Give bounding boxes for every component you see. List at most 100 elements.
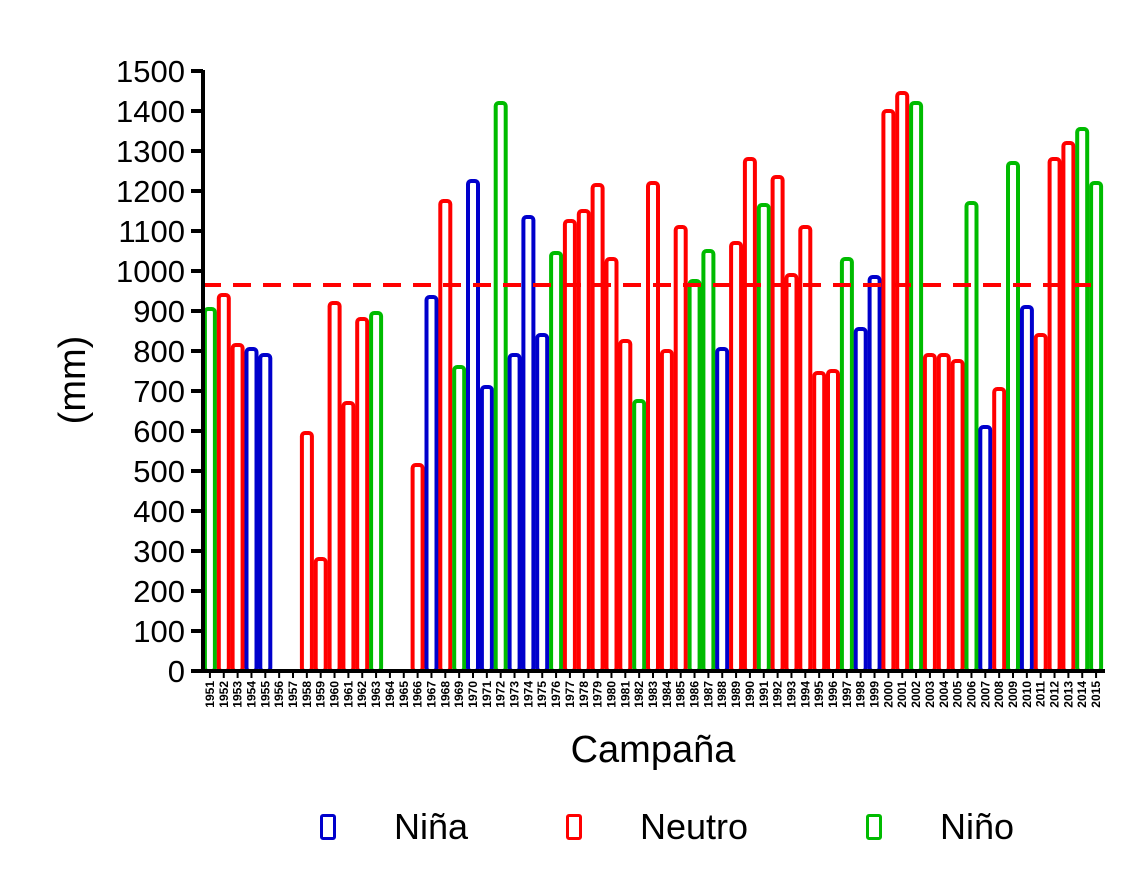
bar-2008 (992, 387, 1007, 673)
bar-1962 (355, 317, 370, 673)
x-tick-label: 1957 (286, 681, 300, 708)
bar-1998 (853, 327, 868, 673)
bar-1984 (659, 349, 674, 673)
x-tick-label: 1989 (729, 681, 743, 708)
bars-layer (202, 91, 1104, 673)
x-tick-label: 1997 (840, 681, 854, 708)
x-tick-label: 1973 (508, 681, 522, 708)
x-tick-label: 1969 (452, 681, 466, 708)
bar-1987 (701, 249, 716, 673)
x-tick-label: 1977 (563, 681, 577, 708)
bar-1963 (369, 311, 384, 673)
x-tick-label: 1967 (425, 681, 439, 708)
x-tick-label: 2004 (937, 681, 951, 708)
y-tick-label: 1200 (116, 174, 185, 209)
x-tick-label: 1954 (245, 681, 259, 708)
bar-1983 (646, 181, 660, 673)
legend-item-nino: Niño (866, 806, 1014, 848)
legend-item-neutro: Neutro (566, 806, 748, 848)
bar-1977 (562, 219, 577, 673)
bar-1999 (867, 275, 882, 673)
x-tick-label: 2000 (881, 681, 895, 708)
legend-item-nina: Niña (320, 806, 468, 848)
legend-label-neutro: Neutro (640, 806, 749, 847)
x-tick-label: 1951 (203, 681, 217, 708)
bar-1978 (576, 209, 591, 673)
x-tick-label: 1971 (480, 681, 494, 708)
bar-1976 (549, 251, 564, 673)
bar-1986 (687, 279, 702, 673)
bar-1969 (452, 365, 467, 673)
bar-1954 (244, 347, 259, 673)
bar-1996 (826, 369, 840, 673)
bar-2012 (1047, 157, 1062, 673)
bar-2011 (1033, 333, 1048, 673)
x-tick-label: 1994 (798, 681, 812, 708)
bar-1958 (299, 431, 314, 673)
bar-2002 (909, 101, 924, 673)
bar-1985 (673, 225, 688, 673)
x-tick-label: 1975 (535, 681, 549, 708)
x-tick-label: 1991 (757, 681, 771, 708)
axes-layer (201, 70, 1105, 673)
y-tick-label: 400 (133, 494, 185, 529)
bar-2013 (1061, 141, 1076, 673)
y-tick-label: 100 (133, 614, 185, 649)
bar-1979 (590, 183, 605, 673)
y-tick-label: 1400 (116, 94, 185, 129)
bar-1966 (410, 463, 425, 673)
bar-1953 (230, 343, 245, 673)
x-tick-label: 2010 (1020, 681, 1034, 708)
x-ticks-layer: 1951 1952 1953 1954 1955 1956 1957 1958 1959 1960… (203, 671, 1103, 708)
bar-1988 (715, 347, 730, 673)
bar-1961 (341, 401, 356, 673)
legend-label-nino: Niño (940, 806, 1015, 847)
bar-1993 (784, 273, 799, 673)
x-tick-label: 2012 (1048, 681, 1062, 708)
bar-1955 (258, 353, 273, 673)
y-tick-label: 1500 (116, 54, 185, 89)
x-tick-label: 1986 (688, 681, 702, 708)
x-tick-label: 1972 (494, 681, 508, 708)
x-tick-label: 2005 (951, 681, 965, 708)
x-tick-label: 1982 (632, 681, 646, 708)
bar-1967 (424, 295, 439, 673)
bar-2006 (964, 201, 979, 673)
x-tick-label: 1999 (868, 681, 882, 708)
x-tick-label: 1961 (341, 681, 355, 708)
y-tick-label: 600 (133, 414, 185, 449)
bar-2003 (922, 353, 937, 673)
bar-1981 (618, 339, 633, 673)
bar-2010 (1019, 305, 1034, 673)
x-tick-label: 1956 (272, 681, 286, 708)
x-tick-label: 1952 (217, 681, 231, 708)
x-tick-label: 1996 (826, 681, 840, 708)
x-axis-label: Campaña (571, 729, 737, 771)
x-tick-label: 1965 (397, 681, 411, 708)
y-ticks-layer: 0 100 200 300 400 500 600 700 800 900 1000 1100 1200… (116, 54, 203, 689)
legend-swatch-neutro (566, 814, 582, 840)
x-tick-label: 2007 (978, 681, 992, 708)
bar-2001 (895, 91, 910, 673)
y-tick-label: 1100 (118, 214, 185, 249)
y-tick-label: 900 (133, 294, 185, 329)
x-tick-label: 1981 (618, 681, 632, 708)
bar-1992 (770, 175, 785, 673)
x-tick-label: 2002 (909, 681, 923, 708)
bar-1980 (604, 257, 619, 673)
x-tick-label: 1968 (438, 681, 452, 708)
x-tick-label: 1958 (300, 681, 314, 708)
x-tick-label: 1953 (231, 681, 245, 708)
x-tick-label: 2014 (1075, 681, 1089, 708)
bar-1974 (521, 215, 536, 673)
x-tick-label: 2006 (965, 681, 979, 708)
x-tick-label: 1962 (355, 681, 369, 708)
x-tick-label: 1974 (521, 681, 535, 708)
x-tick-label: 1980 (605, 681, 619, 708)
x-tick-label: 2008 (992, 681, 1006, 708)
bar-2005 (950, 359, 965, 673)
x-tick-label: 1959 (314, 681, 328, 708)
x-tick-label: 2013 (1061, 681, 1075, 708)
bar-1972 (493, 101, 508, 673)
